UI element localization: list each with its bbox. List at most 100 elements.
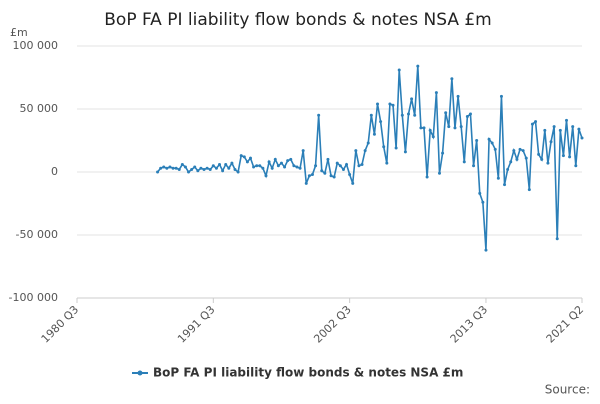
- point: [552, 125, 556, 129]
- point: [168, 165, 172, 169]
- point: [397, 68, 401, 72]
- point: [338, 164, 342, 168]
- point: [261, 166, 265, 170]
- point: [481, 200, 485, 204]
- point: [496, 176, 500, 180]
- point: [360, 162, 364, 166]
- point: [320, 169, 324, 173]
- x-tick-label: 2002 Q3: [311, 303, 354, 346]
- point: [441, 151, 445, 155]
- point: [385, 161, 389, 165]
- point: [503, 183, 507, 187]
- point: [437, 171, 441, 175]
- point: [465, 115, 469, 119]
- point: [292, 164, 296, 168]
- point: [230, 161, 234, 165]
- point: [506, 167, 510, 171]
- point: [233, 167, 237, 171]
- point: [509, 160, 513, 164]
- y-tick-label: 50 000: [20, 102, 59, 115]
- point: [180, 162, 184, 166]
- point: [444, 111, 448, 115]
- point: [276, 164, 280, 168]
- x-tick-label: 1991 Q3: [175, 303, 218, 346]
- point: [407, 112, 411, 116]
- point: [453, 126, 457, 130]
- point: [227, 166, 231, 170]
- point: [187, 170, 191, 174]
- point: [521, 149, 525, 153]
- point: [159, 166, 163, 170]
- legend-label: BoP FA PI liability flow bonds & notes N…: [153, 366, 463, 380]
- point: [379, 120, 383, 124]
- point: [345, 162, 349, 166]
- point: [286, 159, 290, 163]
- point: [472, 164, 476, 168]
- point: [196, 169, 200, 173]
- source: Source:: [545, 383, 590, 397]
- point: [199, 166, 203, 170]
- point: [171, 166, 175, 170]
- point: [493, 147, 497, 151]
- point: [295, 165, 299, 169]
- point: [314, 164, 318, 168]
- point: [224, 162, 228, 166]
- point: [459, 125, 463, 129]
- point: [388, 102, 392, 106]
- point: [534, 120, 538, 124]
- point: [165, 166, 169, 170]
- point: [580, 136, 584, 140]
- point: [425, 175, 429, 179]
- point: [410, 97, 414, 101]
- point: [283, 165, 287, 169]
- point: [478, 191, 482, 195]
- point: [242, 155, 246, 159]
- point: [555, 237, 559, 241]
- point: [413, 113, 417, 117]
- point: [193, 165, 197, 169]
- point: [205, 166, 209, 170]
- point: [369, 113, 373, 117]
- y-tick-label: -50 000: [16, 228, 58, 241]
- point: [255, 164, 259, 168]
- point: [447, 125, 451, 129]
- point: [304, 181, 308, 185]
- y-tick-label: 100 000: [13, 39, 59, 52]
- point: [329, 174, 333, 178]
- point: [267, 160, 271, 164]
- legend-marker: [137, 370, 143, 376]
- point: [574, 164, 578, 168]
- point: [577, 127, 581, 131]
- point: [301, 149, 305, 153]
- point: [239, 154, 243, 158]
- point: [289, 157, 293, 161]
- point: [571, 125, 575, 129]
- point: [499, 94, 503, 98]
- point: [422, 126, 426, 130]
- point: [270, 166, 274, 170]
- point: [323, 171, 327, 175]
- point: [512, 149, 516, 153]
- point: [326, 157, 330, 161]
- point: [317, 113, 321, 117]
- point: [236, 170, 240, 174]
- point: [515, 157, 519, 161]
- point: [428, 128, 432, 132]
- point: [354, 149, 358, 153]
- point: [335, 161, 339, 165]
- point: [382, 145, 386, 149]
- point: [475, 139, 479, 142]
- point: [279, 161, 283, 165]
- point: [565, 118, 569, 122]
- point: [484, 248, 488, 252]
- point: [546, 161, 550, 165]
- point: [156, 170, 160, 174]
- point: [357, 164, 361, 168]
- point: [434, 91, 438, 95]
- point: [264, 174, 268, 178]
- point: [298, 166, 302, 170]
- point: [174, 166, 178, 170]
- point: [419, 126, 423, 130]
- point: [214, 166, 218, 170]
